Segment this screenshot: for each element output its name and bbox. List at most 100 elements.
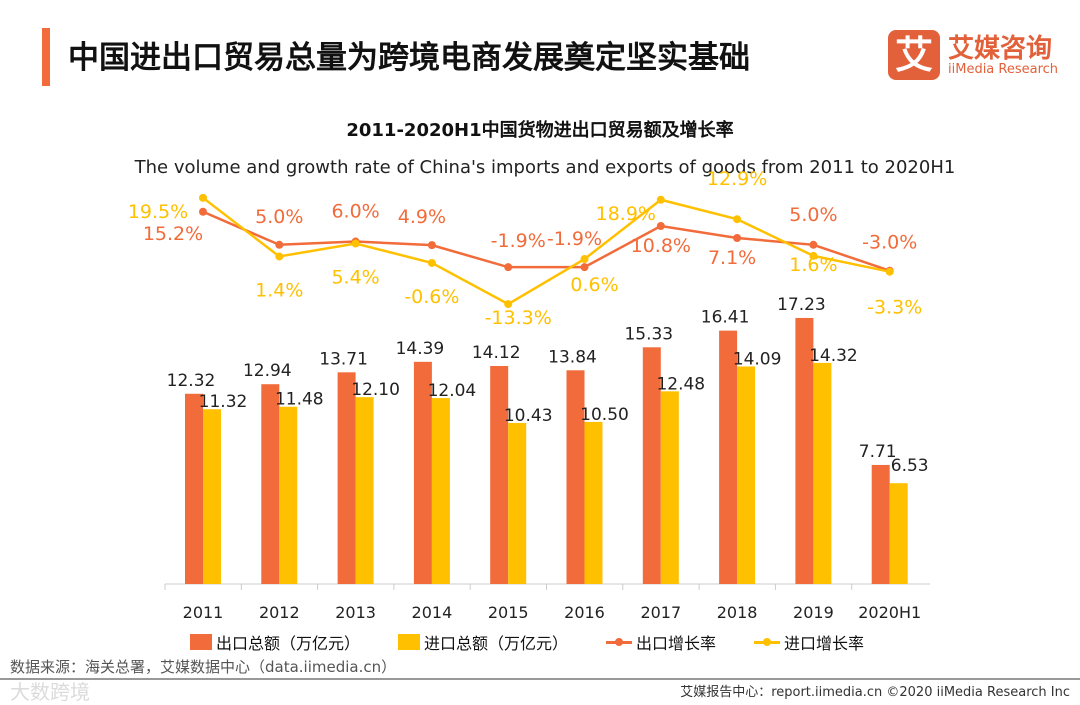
point-export-growth <box>733 233 742 242</box>
point-import-growth <box>809 251 818 260</box>
legend-import-growth: 进口增长率 <box>754 630 864 654</box>
line-export-growth <box>202 210 891 272</box>
bar-label-import: 12.10 <box>351 380 400 400</box>
bar-import <box>508 422 527 584</box>
bar-export <box>261 384 280 584</box>
bar-label-export: 13.71 <box>319 349 368 369</box>
chart-subtitle: The volume and growth rate of China's im… <box>134 157 956 178</box>
bar-label-import: 10.43 <box>504 406 553 426</box>
bar-export <box>337 372 356 584</box>
bar-import <box>737 366 756 584</box>
x-tick-label: 2014 <box>412 603 453 622</box>
label-import-growth: 5.4% <box>331 267 379 289</box>
x-tick-label: 2012 <box>259 603 300 622</box>
x-tick-label: 2020H1 <box>858 603 921 622</box>
label-export-growth: 6.0% <box>331 201 379 223</box>
x-tick-label: 2013 <box>335 603 376 622</box>
point-import-growth <box>427 258 436 267</box>
bar-import <box>355 397 374 584</box>
legend-export-growth: 出口增长率 <box>606 630 716 654</box>
legend-line <box>754 637 781 646</box>
label-export-growth: -1.9% <box>547 228 602 250</box>
legend-label: 出口增长率 <box>636 634 717 653</box>
legend-label: 出口总额（万亿元） <box>216 634 361 653</box>
label-export-growth: 7.1% <box>708 247 756 269</box>
bar-import <box>279 406 298 584</box>
data-source: 数据来源：海关总署，艾媒数据中心（data.iimedia.cn） <box>10 658 397 676</box>
bar-export <box>642 347 661 584</box>
label-import-growth: -3.3% <box>867 297 922 319</box>
legend-line <box>606 637 633 646</box>
bar-label-export: 17.23 <box>777 295 826 315</box>
point-export-growth <box>656 222 665 231</box>
point-import-growth <box>504 300 513 309</box>
label-export-growth: 10.8% <box>631 235 691 257</box>
bar-label-import: 12.48 <box>656 374 705 394</box>
label-export-growth: 4.9% <box>398 206 446 228</box>
point-import-growth <box>275 252 284 261</box>
bar-export <box>871 464 890 584</box>
bar-import <box>889 483 908 584</box>
x-tick-label: 2016 <box>564 603 605 622</box>
bar-label-export: 13.84 <box>548 347 597 367</box>
title-accent-bar <box>42 28 50 86</box>
bar-label-import: 10.50 <box>580 405 629 425</box>
point-import-growth <box>733 215 742 224</box>
label-import-growth: 12.9% <box>707 168 767 190</box>
bar-label-export: 12.94 <box>243 361 292 381</box>
legend-export: 出口总额（万亿元） <box>190 630 360 654</box>
label-import-growth: -0.6% <box>404 286 459 308</box>
point-export-growth <box>199 207 207 216</box>
bar-import <box>660 391 679 584</box>
bar-export <box>566 370 585 584</box>
point-import-growth <box>580 255 589 264</box>
bar-label-export: 12.32 <box>167 371 216 391</box>
bar-export <box>490 365 509 584</box>
chart-title: 2011-2020H1中国货物进出口贸易额及增长率 <box>346 120 734 141</box>
bar-export <box>413 361 432 584</box>
label-export-growth: -3.0% <box>862 232 917 254</box>
label-import-growth: -13.3% <box>485 307 552 329</box>
bar-export <box>795 317 814 584</box>
point-export-growth <box>580 263 589 272</box>
legend-label: 进口总额（万亿元） <box>424 634 569 653</box>
point-export-growth <box>809 240 818 249</box>
legend-import: 进口总额（万亿元） <box>398 630 568 654</box>
point-export-growth <box>504 263 513 272</box>
line-import-growth <box>202 196 890 306</box>
watermark: 大数跨境 <box>10 680 90 704</box>
bar-label-import: 6.53 <box>891 456 929 476</box>
bar-import <box>584 421 603 584</box>
point-import-growth <box>199 193 207 202</box>
bar-import <box>431 398 450 584</box>
bar-label-import: 14.09 <box>733 349 782 369</box>
page-title: 中国进出口贸易总量为跨境电商发展奠定坚实基础 <box>68 40 750 76</box>
legend: 出口总额（万亿元） 进口总额（万亿元） 出口增长率 进口增长率 <box>190 630 864 654</box>
point-export-growth <box>427 241 436 250</box>
bar-label-export: 7.71 <box>859 442 897 462</box>
legend-label: 进口增长率 <box>784 634 865 653</box>
x-tick-label: 2018 <box>717 603 758 622</box>
label-import-growth: 0.6% <box>570 274 618 296</box>
bar-label-import: 11.32 <box>199 392 248 412</box>
x-tick-label: 2011 <box>183 603 224 622</box>
logo-subtext: iiMedia Research <box>948 62 1059 77</box>
footer-credit: 艾媒报告中心：report.iimedia.cn ©2020 iiMedia R… <box>680 685 1070 700</box>
logo-icon: 艾 <box>888 30 940 80</box>
legend-swatch <box>190 634 212 650</box>
label-import-growth: 1.6% <box>789 254 837 276</box>
label-export-growth: -1.9% <box>491 230 546 252</box>
label-import-growth: 19.5% <box>128 201 188 223</box>
bar-label-import: 11.48 <box>275 390 324 410</box>
bar-import <box>203 409 221 584</box>
label-import-growth: 18.9% <box>596 203 656 225</box>
label-import-growth: 1.4% <box>255 279 303 301</box>
logo-text: 艾媒咨询 <box>948 34 1053 64</box>
point-import-growth <box>351 239 360 248</box>
point-export-growth <box>275 240 284 249</box>
bar-label-import: 12.04 <box>428 381 477 401</box>
point-import-growth <box>656 195 665 204</box>
footer-divider <box>0 678 1080 680</box>
x-tick-label: 2019 <box>793 603 834 622</box>
